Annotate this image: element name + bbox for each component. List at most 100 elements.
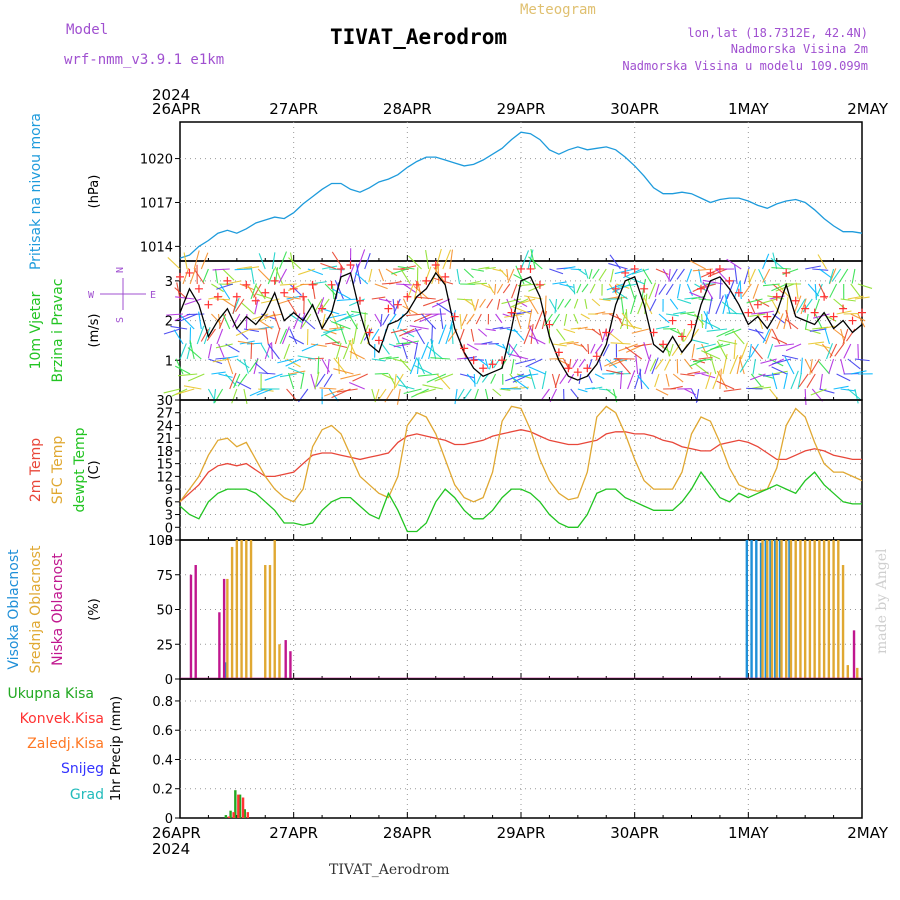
wind-barb xyxy=(573,283,576,295)
wind-barb xyxy=(541,310,548,330)
wind-barb xyxy=(499,326,511,330)
wind-barb xyxy=(271,342,273,360)
wind-barb xyxy=(736,355,742,375)
wind-barb xyxy=(336,388,358,393)
wind-barb xyxy=(598,358,603,371)
wind-barb xyxy=(670,385,683,390)
wind-barb xyxy=(540,388,550,401)
wind-barb xyxy=(445,324,453,345)
wind-barb xyxy=(183,385,202,390)
wind-barb xyxy=(364,312,366,330)
gust-marker xyxy=(479,364,488,373)
wind-barb xyxy=(752,358,756,375)
wind-barb xyxy=(211,371,226,375)
wind-barb xyxy=(668,343,674,357)
gust-marker xyxy=(810,308,819,317)
wind-barb xyxy=(317,297,325,315)
wind-barb xyxy=(186,342,192,360)
wind-barb xyxy=(534,309,544,330)
wind-barb xyxy=(357,249,366,270)
wind-barb xyxy=(698,356,713,360)
bar-total xyxy=(238,794,242,818)
wind-barb xyxy=(470,298,476,312)
wind-barb xyxy=(528,335,546,345)
year-label-bottom: 2024 xyxy=(152,840,190,858)
wind-barb xyxy=(760,358,777,364)
wind-barb xyxy=(825,343,834,360)
time-label-top: 28APR xyxy=(383,100,432,118)
wind-barb xyxy=(222,355,239,360)
gust-marker xyxy=(251,296,260,305)
wind-barb xyxy=(842,328,849,345)
gust-marker xyxy=(659,340,668,349)
bar-high xyxy=(769,540,772,679)
gust-marker xyxy=(498,356,507,365)
wind-barb xyxy=(528,366,546,375)
wind-barb xyxy=(709,354,717,375)
wind-barb xyxy=(378,356,392,360)
wind-barb xyxy=(391,268,408,275)
gust-marker xyxy=(431,260,440,269)
wind-barb xyxy=(334,313,354,324)
wind-barb xyxy=(833,385,849,390)
wind-barb xyxy=(726,312,745,315)
wind-barb xyxy=(222,313,231,330)
wind-barb xyxy=(212,268,230,271)
wind-barb xyxy=(572,358,579,368)
wind-barb xyxy=(330,320,351,330)
wind-barb xyxy=(739,358,749,373)
wind-barb xyxy=(288,335,305,345)
wind-barb xyxy=(619,312,627,330)
wind-barb xyxy=(183,252,188,270)
wind-barb xyxy=(828,268,835,284)
wind-barb xyxy=(627,370,636,390)
wind-barb xyxy=(594,343,603,354)
wind-barb xyxy=(592,268,600,279)
wind-barb xyxy=(274,327,281,345)
bar-mid xyxy=(226,578,229,679)
wind-barb xyxy=(219,284,231,300)
time-label-bottom: 26APR xyxy=(152,824,201,842)
wind-barb xyxy=(602,343,610,357)
wind-barb xyxy=(729,354,739,375)
wind-barb xyxy=(809,328,827,332)
wind-barb xyxy=(563,313,568,326)
wind-barb xyxy=(689,260,706,270)
gust-marker xyxy=(592,352,601,361)
wind-barb xyxy=(808,341,825,345)
ytick-label: 1 xyxy=(165,354,173,369)
ytick-label: 0.4 xyxy=(152,753,173,768)
wind-barb xyxy=(243,328,260,333)
wind-barb xyxy=(324,283,337,296)
wind-barb xyxy=(222,268,235,281)
wind-barb xyxy=(456,268,461,285)
wind-barb xyxy=(771,283,788,292)
gust-marker xyxy=(640,284,649,293)
wind-barb xyxy=(481,283,492,289)
wind-barb xyxy=(467,280,480,285)
bar-mid xyxy=(230,546,234,679)
wind-barb xyxy=(422,384,443,390)
ytick-label: -3 xyxy=(160,534,173,549)
wind-barb xyxy=(390,328,408,334)
wind-barb xyxy=(451,324,454,345)
gust-marker xyxy=(337,264,346,273)
wind-barb xyxy=(810,358,820,373)
gust-marker xyxy=(611,284,620,293)
bar-conv xyxy=(237,794,240,818)
wind-barb xyxy=(758,310,774,315)
wind-barb xyxy=(178,373,198,377)
side-label: Pritisak na nivou mora xyxy=(28,113,44,270)
wind-barb xyxy=(836,373,851,382)
wind-barb xyxy=(402,283,417,294)
time-label-top: 26APR xyxy=(152,100,201,118)
wind-barb xyxy=(577,388,588,393)
wind-barb xyxy=(683,328,692,342)
wind-barb xyxy=(513,328,525,341)
wind-barb xyxy=(552,281,567,285)
gust-marker xyxy=(734,288,743,297)
series-speed xyxy=(179,271,863,381)
wind-barb xyxy=(488,283,495,294)
wind-barb xyxy=(374,283,388,290)
